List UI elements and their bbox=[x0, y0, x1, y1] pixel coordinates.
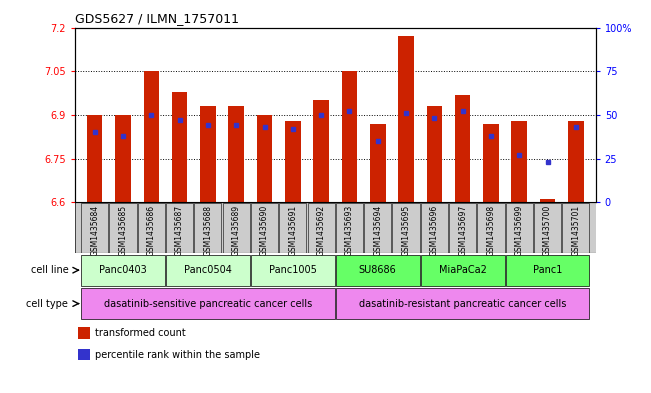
Bar bbox=[568, 121, 584, 202]
Bar bbox=[426, 106, 442, 202]
Text: SU8686: SU8686 bbox=[359, 265, 396, 275]
Bar bbox=[285, 121, 301, 202]
Bar bbox=[540, 200, 555, 202]
Text: GSM1435692: GSM1435692 bbox=[316, 205, 326, 256]
Text: GSM1435687: GSM1435687 bbox=[175, 205, 184, 256]
Bar bbox=[370, 124, 385, 202]
Bar bbox=[336, 255, 420, 286]
Bar bbox=[87, 115, 102, 202]
Bar bbox=[279, 203, 307, 253]
Bar bbox=[336, 203, 363, 253]
Bar bbox=[534, 203, 561, 253]
Text: Panc0403: Panc0403 bbox=[99, 265, 147, 275]
Text: cell line: cell line bbox=[31, 265, 68, 275]
Text: GSM1435689: GSM1435689 bbox=[232, 205, 241, 256]
Bar bbox=[483, 124, 499, 202]
Text: GSM1435699: GSM1435699 bbox=[515, 205, 524, 256]
Text: GSM1435698: GSM1435698 bbox=[486, 205, 495, 256]
Bar bbox=[455, 95, 471, 202]
Text: GSM1435684: GSM1435684 bbox=[90, 205, 99, 256]
Bar bbox=[421, 255, 505, 286]
Bar bbox=[166, 203, 193, 253]
Bar bbox=[115, 115, 131, 202]
Bar bbox=[194, 203, 221, 253]
Bar bbox=[109, 203, 137, 253]
Text: GSM1435697: GSM1435697 bbox=[458, 205, 467, 256]
Bar bbox=[313, 100, 329, 202]
Text: transformed count: transformed count bbox=[95, 328, 186, 338]
Text: MiaPaCa2: MiaPaCa2 bbox=[439, 265, 486, 275]
Bar bbox=[251, 203, 278, 253]
Text: GSM1435700: GSM1435700 bbox=[543, 205, 552, 256]
Text: GSM1435694: GSM1435694 bbox=[373, 205, 382, 256]
Text: GSM1435688: GSM1435688 bbox=[203, 205, 212, 256]
Bar bbox=[78, 327, 90, 339]
Bar bbox=[342, 71, 357, 202]
Text: GSM1435691: GSM1435691 bbox=[288, 205, 298, 256]
Bar bbox=[78, 349, 90, 360]
Bar bbox=[336, 288, 589, 319]
Bar bbox=[506, 255, 589, 286]
Text: GSM1435693: GSM1435693 bbox=[345, 205, 354, 256]
Text: GSM1435686: GSM1435686 bbox=[146, 205, 156, 256]
Text: Panc1005: Panc1005 bbox=[269, 265, 317, 275]
Bar bbox=[307, 203, 335, 253]
Bar bbox=[81, 288, 335, 319]
Text: dasatinib-sensitive pancreatic cancer cells: dasatinib-sensitive pancreatic cancer ce… bbox=[104, 299, 312, 309]
Bar bbox=[506, 203, 533, 253]
Bar bbox=[229, 106, 244, 202]
Bar bbox=[81, 255, 165, 286]
Text: percentile rank within the sample: percentile rank within the sample bbox=[95, 349, 260, 360]
Text: GSM1435701: GSM1435701 bbox=[572, 205, 580, 256]
Bar bbox=[138, 203, 165, 253]
Bar bbox=[477, 203, 505, 253]
Bar bbox=[200, 106, 215, 202]
Text: dasatinib-resistant pancreatic cancer cells: dasatinib-resistant pancreatic cancer ce… bbox=[359, 299, 566, 309]
Text: cell type: cell type bbox=[27, 299, 68, 309]
Bar bbox=[398, 36, 414, 202]
Text: GSM1435690: GSM1435690 bbox=[260, 205, 269, 256]
Bar bbox=[166, 255, 250, 286]
Text: Panc0504: Panc0504 bbox=[184, 265, 232, 275]
Text: GSM1435695: GSM1435695 bbox=[402, 205, 411, 256]
Text: GDS5627 / ILMN_1757011: GDS5627 / ILMN_1757011 bbox=[75, 12, 239, 25]
Bar bbox=[81, 203, 108, 253]
Bar bbox=[393, 203, 420, 253]
Bar bbox=[562, 203, 589, 253]
Bar bbox=[143, 71, 159, 202]
Bar bbox=[251, 255, 335, 286]
Bar bbox=[223, 203, 250, 253]
Bar bbox=[421, 203, 448, 253]
Bar bbox=[256, 115, 272, 202]
Bar bbox=[512, 121, 527, 202]
Bar bbox=[449, 203, 477, 253]
Bar bbox=[172, 92, 187, 202]
Text: GSM1435685: GSM1435685 bbox=[118, 205, 128, 256]
Text: GSM1435696: GSM1435696 bbox=[430, 205, 439, 256]
Bar bbox=[364, 203, 391, 253]
Text: Panc1: Panc1 bbox=[533, 265, 562, 275]
